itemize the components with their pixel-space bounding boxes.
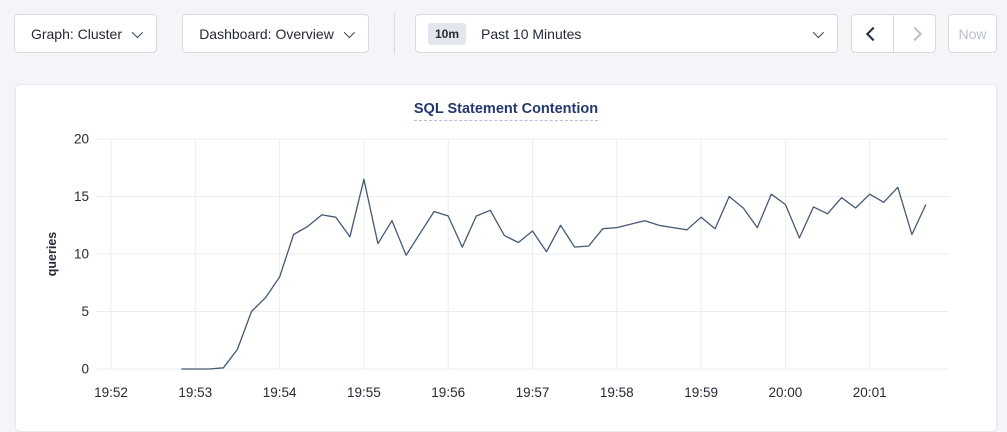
chevron-down-icon xyxy=(812,26,825,38)
graph-dropdown[interactable]: Graph: Cluster xyxy=(14,14,157,53)
svg-text:19:57: 19:57 xyxy=(516,385,550,400)
toolbar-divider xyxy=(394,13,395,54)
next-time-button[interactable] xyxy=(893,15,935,52)
time-range-label: Past 10 Minutes xyxy=(481,25,582,42)
dashboard-dropdown-label: Dashboard: Overview xyxy=(199,25,334,42)
svg-text:10: 10 xyxy=(74,247,89,262)
time-range-selector[interactable]: 10m Past 10 Minutes xyxy=(415,14,838,53)
prev-time-button[interactable] xyxy=(852,15,893,52)
graph-dropdown-label: Graph: Cluster xyxy=(30,25,123,42)
svg-text:0: 0 xyxy=(81,362,89,377)
svg-text:19:55: 19:55 xyxy=(347,385,381,400)
svg-text:19:58: 19:58 xyxy=(600,385,634,400)
chevron-left-icon xyxy=(865,26,880,41)
svg-text:5: 5 xyxy=(81,304,89,319)
svg-text:19:59: 19:59 xyxy=(684,385,718,400)
time-step-button-group xyxy=(851,14,936,53)
time-range-badge: 10m xyxy=(428,22,467,45)
chevron-right-icon xyxy=(907,26,922,41)
chart-card: SQL Statement Contention 0 5 10 15 20 19:52 19… xyxy=(15,84,997,432)
chevron-down-icon xyxy=(131,26,144,38)
chart-title[interactable]: SQL Statement Contention xyxy=(413,101,599,121)
svg-text:15: 15 xyxy=(74,189,89,204)
svg-text:19:52: 19:52 xyxy=(94,385,128,400)
svg-text:19:56: 19:56 xyxy=(431,385,465,400)
svg-text:queries: queries xyxy=(45,232,59,277)
dashboard-dropdown[interactable]: Dashboard: Overview xyxy=(182,14,369,53)
svg-text:20:00: 20:00 xyxy=(769,385,803,400)
chevron-down-icon xyxy=(343,26,355,38)
now-button[interactable]: Now xyxy=(948,14,997,53)
svg-text:19:53: 19:53 xyxy=(178,385,212,400)
chart-title-row: SQL Statement Contention xyxy=(16,100,996,121)
contention-chart-svg: 0 5 10 15 20 19:52 19:53 19:54 19:55 19:56 19:57 19… xyxy=(45,132,949,400)
svg-text:20:01: 20:01 xyxy=(853,385,887,400)
svg-text:20: 20 xyxy=(74,132,89,147)
svg-text:19:54: 19:54 xyxy=(263,385,297,400)
